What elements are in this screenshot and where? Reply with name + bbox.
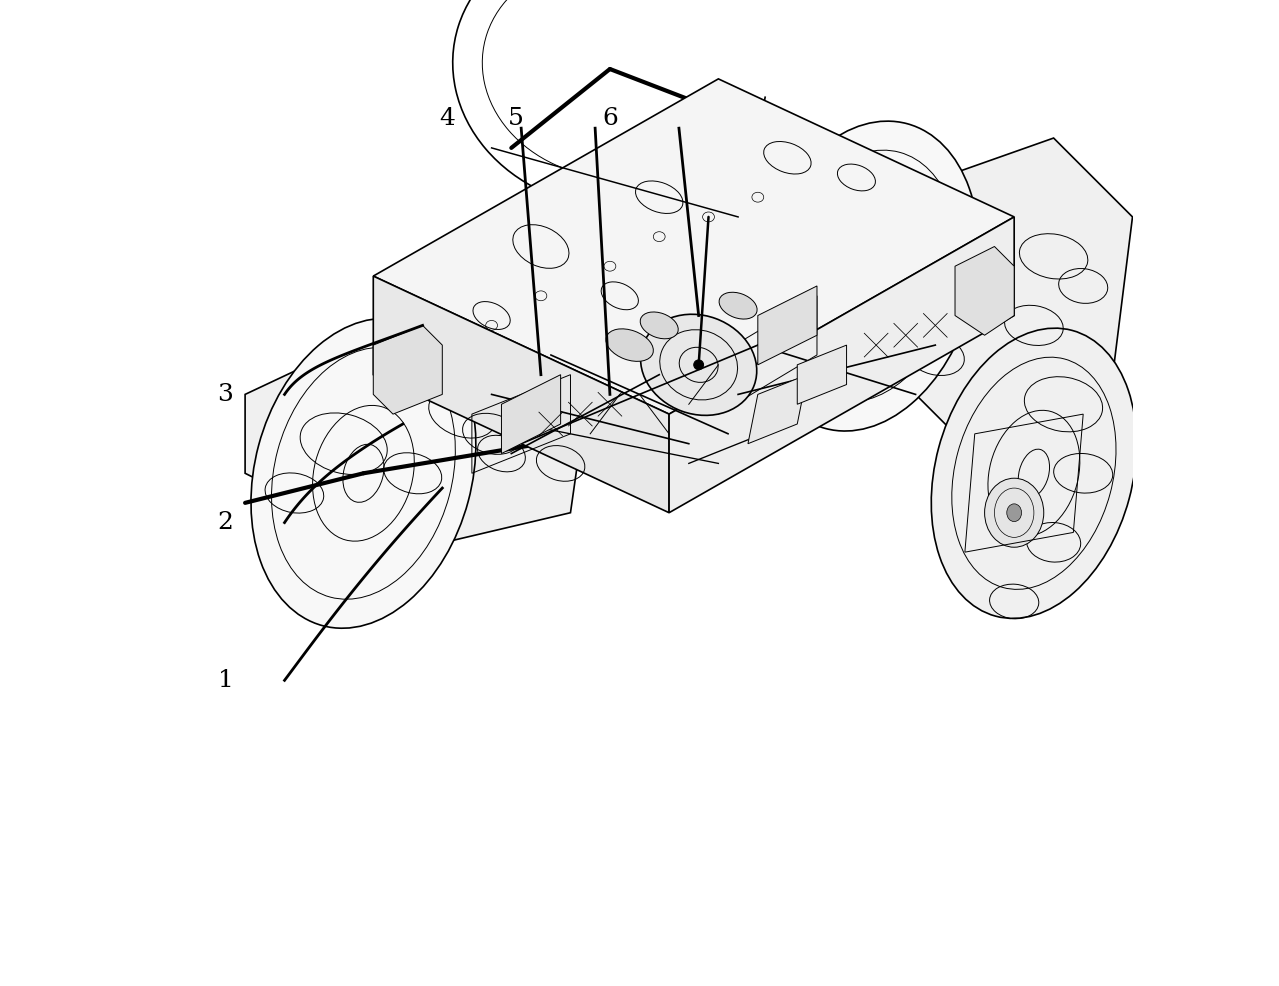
Ellipse shape [641,315,757,415]
Ellipse shape [693,360,703,370]
Text: 3: 3 [217,383,233,406]
Text: 4: 4 [439,106,455,130]
Ellipse shape [1007,504,1022,522]
Polygon shape [748,375,807,444]
Polygon shape [758,286,817,365]
Ellipse shape [985,478,1044,547]
Polygon shape [373,79,1014,414]
Text: 1: 1 [217,669,233,692]
Polygon shape [373,325,443,414]
Polygon shape [246,316,590,552]
Ellipse shape [753,121,978,431]
Ellipse shape [641,312,678,339]
Polygon shape [501,375,560,454]
Text: 6: 6 [602,106,618,130]
Ellipse shape [251,318,476,628]
Polygon shape [955,246,1014,335]
Polygon shape [797,345,847,404]
Polygon shape [669,217,1014,513]
Polygon shape [373,276,669,513]
Ellipse shape [931,328,1137,618]
Ellipse shape [719,292,757,319]
Text: 2: 2 [217,511,233,534]
Ellipse shape [606,329,654,361]
Text: 5: 5 [508,106,524,130]
Polygon shape [876,138,1132,434]
